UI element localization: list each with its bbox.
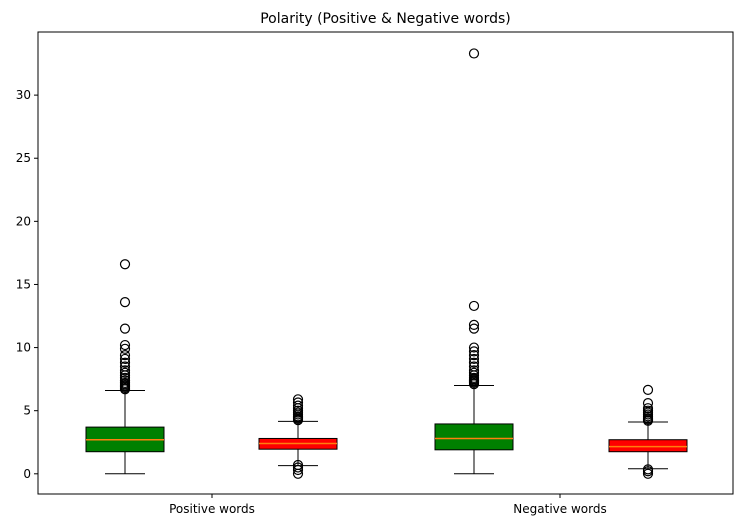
box-iqr [608,439,688,453]
x-tick-label: Positive words [169,502,255,516]
y-tick-label: 30 [16,88,31,102]
axes-frame [37,31,734,495]
outlier-point [119,357,131,368]
outlier-point [119,323,131,334]
outlier-point [292,394,304,405]
outlier-point [642,405,654,416]
box-group-1 [85,259,165,475]
y-tick-label: 15 [16,277,31,291]
outlier-point [468,353,480,365]
outlier-point [119,343,131,354]
outlier-point [119,259,131,270]
y-tick-label: 0 [23,467,31,481]
y-axis: 0 5 10 15 20 25 30 [16,88,38,481]
outlier-point [642,468,654,479]
outlier-point [119,372,131,383]
outlier-point [119,350,131,361]
x-tick-label: Negative words [513,502,606,516]
outlier-point [468,48,480,59]
outlier-point [468,357,480,368]
outlier-point [119,375,131,386]
outlier-point [292,462,304,473]
box-group-3 [434,48,514,475]
box-group-2 [258,394,338,479]
y-tick-label: 20 [16,214,31,228]
plot-area [85,48,688,479]
outlier-point [292,459,304,471]
outlier-point [292,464,304,476]
y-tick-label: 5 [23,404,31,418]
outlier-point [468,319,480,330]
outlier-point [119,339,131,351]
outlier-point [119,361,131,372]
y-tick-label: 25 [16,151,31,165]
outlier-point [468,365,480,376]
outlier-point [468,342,480,353]
outlier-point [468,350,480,361]
outlier-point [292,397,304,408]
outlier-point [119,367,131,378]
box-iqr [434,423,514,451]
outlier-point [468,346,480,357]
outlier-point [119,365,131,376]
outlier-point [468,323,480,334]
outlier-point [119,353,131,365]
outlier-point [119,297,131,308]
outlier-point [468,361,480,372]
outlier-point [642,384,654,395]
outlier-point [119,377,131,389]
outlier-point [642,398,654,409]
x-axis: Positive words Negative words [169,494,607,516]
outlier-point [642,403,654,414]
outlier-point [292,405,304,416]
outlier-point [292,400,304,411]
outlier-point [468,367,480,378]
outlier-point [642,464,654,475]
chart-title: Polarity (Positive & Negative words) [260,11,511,27]
box-group-4 [608,384,688,479]
outlier-point [468,372,480,383]
y-tick-label: 10 [16,341,31,355]
outlier-point [468,300,480,312]
